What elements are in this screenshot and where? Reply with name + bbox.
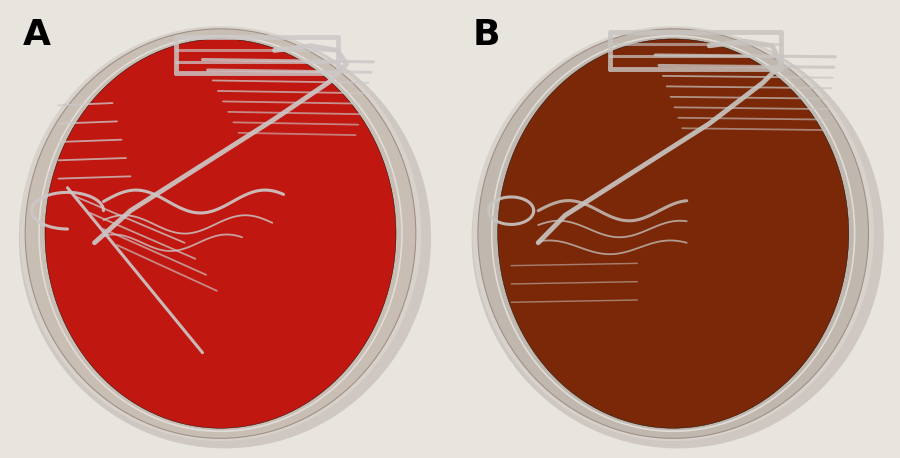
Ellipse shape [25,29,416,438]
Ellipse shape [472,28,884,448]
Ellipse shape [478,29,868,438]
Ellipse shape [19,28,431,448]
Ellipse shape [498,39,849,428]
Ellipse shape [20,26,421,441]
Ellipse shape [472,26,874,441]
Ellipse shape [45,39,396,428]
Text: B: B [472,18,500,52]
Text: A: A [22,18,50,52]
